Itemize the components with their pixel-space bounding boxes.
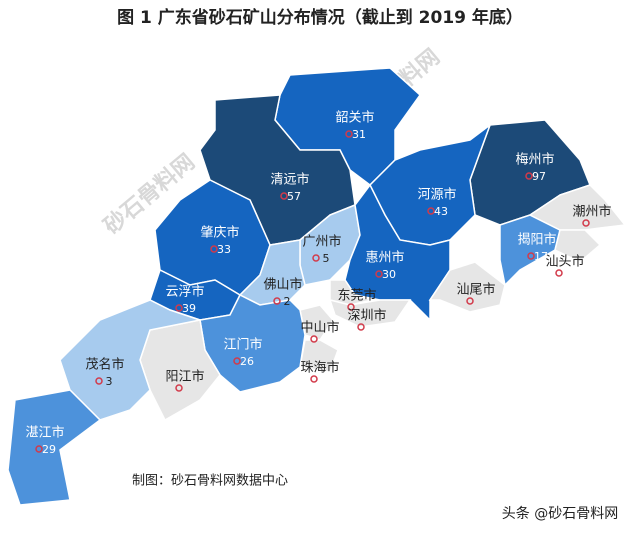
region-value: 57 <box>287 190 301 203</box>
city-marker <box>312 254 320 262</box>
region-value: 17 <box>534 250 548 263</box>
region-value: 2 <box>284 295 291 308</box>
region-value: 97 <box>532 170 546 183</box>
city-marker <box>427 207 435 215</box>
city-marker <box>233 357 241 365</box>
region-value: 5 <box>323 252 330 265</box>
region-value: 3 <box>106 375 113 388</box>
region-name: 韶关市 <box>335 110 374 126</box>
source-note: 制图：砂石骨料网数据中心 <box>132 474 288 489</box>
region <box>528 184 627 231</box>
region <box>428 261 506 313</box>
city-marker <box>466 297 474 305</box>
city-marker <box>525 172 533 180</box>
region-value: 26 <box>240 355 254 368</box>
region-name: 深圳市 <box>347 308 386 324</box>
region-name: 佛山市 <box>263 277 302 293</box>
region-name: 阳江市 <box>165 369 204 385</box>
region-value: 29 <box>42 443 56 456</box>
city-marker <box>555 269 563 277</box>
city-marker <box>345 130 353 138</box>
city-marker <box>95 377 103 385</box>
city-marker <box>273 297 281 305</box>
region-name: 云浮市 <box>165 284 204 300</box>
region-value: 31 <box>352 128 366 141</box>
region <box>59 299 203 421</box>
region-name: 肇庆市 <box>200 225 239 241</box>
city-marker <box>357 323 365 331</box>
regions: 韶关市 31 清远市 57 梅州市 97 河源市 43 肇庆市 33 广州市 5 惠州市 30 揭阳市 17 潮… <box>7 67 627 506</box>
region-value: 33 <box>217 243 231 256</box>
region-value: 30 <box>382 268 396 281</box>
region <box>7 389 102 506</box>
region <box>554 229 602 263</box>
region-name: 汕尾市 <box>456 282 495 298</box>
city-marker <box>527 252 535 260</box>
city-marker <box>35 445 43 453</box>
city-marker <box>310 335 318 343</box>
region-value: 43 <box>434 205 448 218</box>
region-name: 惠州市 <box>365 250 404 266</box>
region-name: 河源市 <box>417 187 456 203</box>
region-name: 江门市 <box>223 337 262 353</box>
watermark: 头条 @砂石骨料网 <box>502 505 618 522</box>
region-name: 清远市 <box>270 172 309 188</box>
city-marker <box>582 219 590 227</box>
city-marker <box>310 375 318 383</box>
region-name: 茂名市 <box>85 357 124 373</box>
region-name: 梅州市 <box>515 152 554 168</box>
city-marker <box>175 304 183 312</box>
region-name: 湛江市 <box>25 425 64 441</box>
region-name: 揭阳市 <box>517 232 556 248</box>
region-name: 东莞市 <box>337 288 376 304</box>
region-name: 珠海市 <box>300 360 339 376</box>
region <box>328 298 412 328</box>
region <box>344 183 451 322</box>
region-name: 潮州市 <box>572 204 611 220</box>
city-marker <box>175 384 183 392</box>
city-marker <box>280 192 288 200</box>
city-marker <box>210 245 218 253</box>
region-name: 中山市 <box>300 320 339 336</box>
region-name: 广州市 <box>302 234 341 250</box>
city-marker <box>375 270 383 278</box>
region-name: 汕头市 <box>545 254 584 270</box>
region-value: 39 <box>182 302 196 315</box>
city-marker <box>347 303 355 311</box>
map-title: 图 1 广东省砂石矿山分布情况（截止到 2019 年底） <box>117 7 523 28</box>
